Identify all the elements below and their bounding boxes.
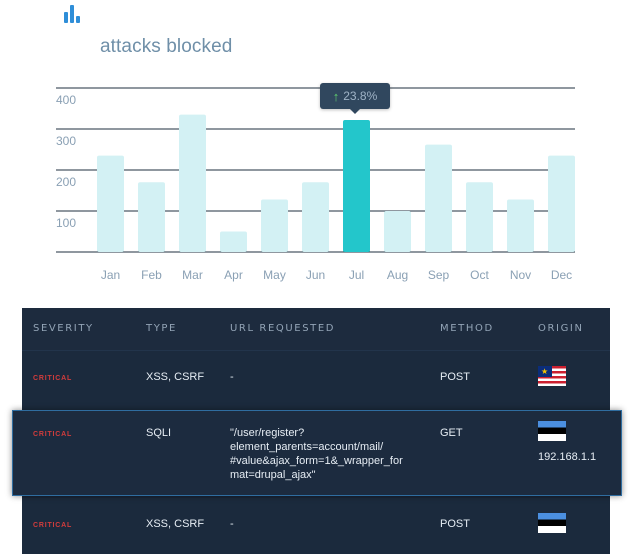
bar-oct[interactable]	[466, 182, 493, 252]
bar-mar[interactable]	[179, 114, 206, 253]
y-tick-label: 400	[56, 93, 76, 107]
estonia-flag-icon	[538, 421, 566, 441]
http-method: POST	[440, 371, 470, 383]
http-method: GET	[440, 427, 463, 439]
bar-jun[interactable]	[302, 182, 329, 252]
column-header-severity[interactable]: SEVERITY	[33, 323, 94, 334]
attack-type: XSS, CSRF	[146, 518, 205, 530]
x-tick-label-nov: Nov	[510, 268, 531, 282]
arrow-up-icon: ↑	[332, 88, 340, 104]
bar-jul[interactable]	[343, 119, 370, 252]
bar-sep[interactable]	[425, 144, 452, 252]
bar-jan[interactable]	[97, 155, 124, 252]
tooltip-value: 23.8%	[343, 89, 378, 103]
bar-may[interactable]	[261, 199, 288, 252]
column-header-method[interactable]: METHOD	[440, 323, 494, 334]
x-tick-label-mar: Mar	[182, 268, 203, 282]
x-tick-label-aug: Aug	[387, 268, 408, 282]
bar-nov[interactable]	[507, 199, 534, 252]
chart-tooltip: ↑ 23.8%	[320, 83, 390, 114]
severity-badge: CRITICAL	[33, 431, 73, 438]
url-requested: -	[230, 371, 234, 383]
attacks-bar-chart: 100 200 300 400 Jan Feb Mar Apr May Jun Jul Aug Sep O…	[56, 87, 575, 282]
bar-dec[interactable]	[548, 155, 575, 252]
origin-ip: 192.168.1.1	[538, 451, 597, 463]
x-tick-label-oct: Oct	[470, 268, 489, 282]
y-tick-label: 300	[56, 134, 76, 148]
table-row[interactable]: CRITICAL XSS, CSRF - POST ★	[22, 351, 610, 413]
x-tick-label-jan: Jan	[101, 268, 120, 282]
severity-badge: CRITICAL	[33, 375, 73, 382]
bar-feb[interactable]	[138, 182, 165, 252]
url-requested: "/user/register? element_parents=account…	[230, 427, 403, 481]
x-tick-label-may: May	[263, 268, 286, 282]
url-requested: -	[230, 518, 234, 530]
attack-type: XSS, CSRF	[146, 371, 205, 383]
column-header-url[interactable]: URL REQUESTED	[230, 323, 336, 334]
y-tick-label: 200	[56, 175, 76, 189]
http-method: POST	[440, 518, 470, 530]
column-header-origin[interactable]: ORIGIN	[538, 323, 584, 334]
attack-type: SQLI	[146, 427, 172, 439]
bar-aug[interactable]	[384, 211, 411, 252]
column-header-type[interactable]: TYPE	[146, 323, 177, 334]
x-tick-label-jun: Jun	[306, 268, 325, 282]
x-tick-label-feb: Feb	[141, 268, 162, 282]
widget-title: attacks blocked	[100, 36, 233, 57]
table-row[interactable]: CRITICAL XSS, CSRF - POST	[22, 498, 610, 554]
x-tick-label-sep: Sep	[428, 268, 450, 282]
table-row-selected[interactable]: CRITICAL SQLI "/user/register? element_p…	[12, 410, 622, 496]
x-tick-label-apr: Apr	[224, 268, 243, 282]
y-tick-label: 100	[56, 216, 76, 230]
bar-chart-icon	[64, 3, 86, 23]
malaysia-flag-icon: ★	[538, 366, 566, 386]
bar-apr[interactable]	[220, 231, 247, 253]
estonia-flag-icon	[538, 513, 566, 533]
x-tick-label-dec: Dec	[551, 268, 572, 282]
severity-badge: CRITICAL	[33, 522, 73, 529]
x-tick-label-jul: Jul	[349, 268, 364, 282]
table-header: SEVERITY TYPE URL REQUESTED METHOD ORIGI…	[22, 308, 610, 351]
